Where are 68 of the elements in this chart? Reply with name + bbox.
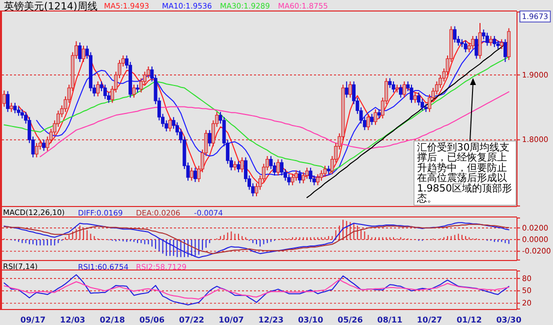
candlestick — [302, 172, 306, 184]
candlestick — [402, 80, 406, 98]
x-tick-label: 08/11 — [377, 315, 403, 324]
candlestick — [233, 160, 237, 171]
candlestick — [374, 108, 378, 126]
candlestick — [344, 80, 348, 98]
candlestick — [208, 130, 212, 147]
candlestick — [398, 84, 402, 98]
candlestick — [6, 90, 10, 112]
candlestick — [366, 113, 370, 131]
candlestick — [16, 106, 20, 116]
candlestick — [503, 38, 507, 62]
candlestick — [316, 174, 320, 186]
candlestick — [305, 167, 309, 180]
x-tick-label: 10/27 — [416, 315, 442, 324]
candlestick — [485, 32, 489, 46]
x-tick-label: 02/18 — [100, 315, 126, 324]
x-tick-label: 07/22 — [179, 315, 204, 324]
candlestick — [471, 36, 475, 50]
candlestick — [280, 158, 284, 176]
candlestick — [96, 80, 100, 97]
candlestick — [453, 26, 457, 43]
x-tick-label: 10/07 — [218, 315, 244, 324]
candlestick — [82, 45, 86, 62]
line-series — [4, 279, 510, 300]
candlestick — [492, 36, 496, 48]
candlestick — [392, 80, 396, 93]
x-tick-label: 03/10 — [298, 315, 324, 324]
annotation: 汇价受到30周均线支撑后，已经恢复原上升趋势中，但要防止在高位震荡后形成以1.9850区域的顶部形态。 — [416, 142, 512, 204]
x-tick-label: 12/23 — [258, 315, 284, 324]
x-tick-label: 05/06 — [139, 315, 165, 324]
candlestick — [308, 167, 312, 182]
line-series — [4, 274, 510, 306]
candlestick — [34, 142, 38, 158]
x-tick-label: 09/17 — [20, 315, 46, 324]
candlestick — [236, 160, 240, 173]
x-tick-label: 05/26 — [338, 315, 364, 324]
candlestick — [290, 174, 294, 186]
candlestick — [323, 165, 327, 178]
candlestick — [298, 170, 302, 184]
candlestick — [10, 102, 14, 112]
x-tick-label: 01/12 — [456, 315, 482, 324]
candlestick — [348, 80, 352, 98]
candlestick — [410, 84, 414, 104]
candlestick — [500, 38, 504, 50]
candlestick — [13, 102, 17, 114]
candlestick — [42, 139, 46, 152]
candlestick — [478, 22, 482, 60]
candlestick — [464, 40, 468, 53]
candlestick — [193, 167, 197, 182]
candlestick — [294, 170, 298, 182]
candlestick — [474, 36, 478, 60]
candlestick — [240, 156, 244, 173]
candlestick — [276, 158, 280, 176]
candlestick — [377, 108, 381, 119]
candlestick — [320, 170, 324, 182]
chart-title: 英镑美元(1214)周线 — [4, 0, 98, 12]
x-tick-label: 12/03 — [60, 315, 86, 324]
x-tick-label: 03/30 — [496, 315, 522, 324]
candlestick — [489, 36, 493, 46]
candlestick — [388, 78, 392, 88]
candlestick — [413, 92, 417, 104]
candlestick — [370, 113, 374, 126]
candlestick — [78, 42, 82, 62]
candlestick — [103, 84, 107, 100]
candlestick — [168, 116, 172, 132]
candlestick — [132, 84, 136, 98]
candlestick — [190, 167, 194, 182]
